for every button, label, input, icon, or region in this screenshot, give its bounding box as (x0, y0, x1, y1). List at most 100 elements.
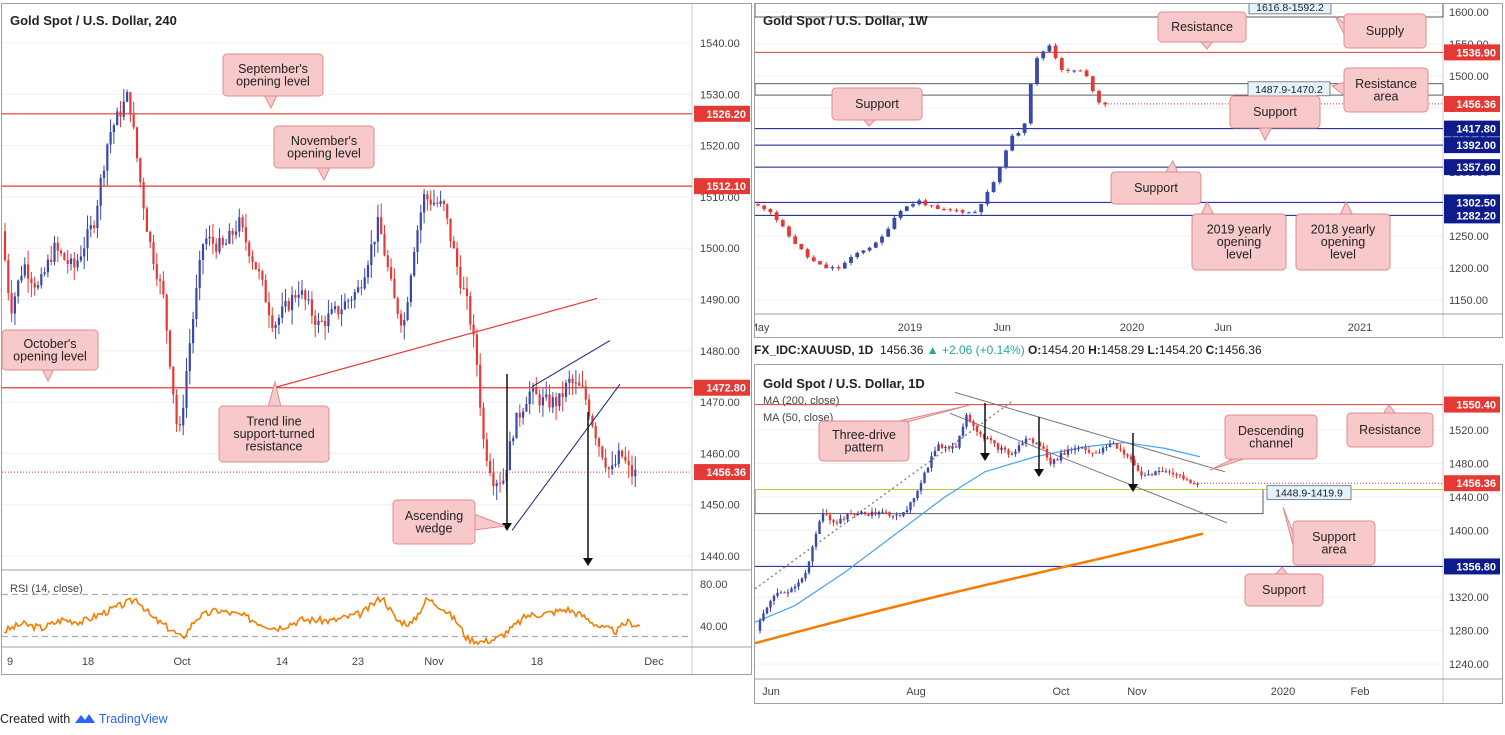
candle-body (892, 217, 897, 229)
candle-body (975, 426, 979, 432)
candle-body (846, 513, 849, 520)
candle-body (172, 366, 175, 395)
candle-body (564, 382, 568, 397)
candle-body (294, 295, 297, 298)
candle-body (50, 259, 53, 262)
candle-body (617, 450, 620, 465)
candle-body (159, 279, 162, 281)
candle-body (1168, 471, 1171, 473)
candle-body (383, 234, 386, 256)
candle-body (314, 315, 317, 326)
candle-body (531, 387, 535, 392)
callout-september-pointer (263, 94, 278, 110)
candle-body (145, 208, 148, 232)
candle-body (13, 296, 16, 314)
candle-body (168, 330, 172, 367)
daily-info-bar: FX_IDC:XAUUSD, 1D 1456.36 ▲ +2.06 (+0.14… (754, 343, 1262, 357)
candle-body (1115, 443, 1119, 449)
candle-body (1175, 474, 1178, 476)
price-label-bg (1444, 137, 1500, 154)
candle-body (518, 412, 521, 418)
candle-body (923, 200, 928, 206)
candle-body (923, 472, 926, 483)
candle-body (541, 397, 544, 406)
candle-body (1189, 479, 1192, 484)
zone-label: 1448.9-1419.9 (1275, 488, 1343, 500)
candle-body (327, 313, 330, 327)
candle-body (1098, 452, 1101, 454)
candle-body (911, 204, 915, 207)
open-value: 1454.20 (1041, 343, 1085, 357)
candle-body (452, 240, 455, 249)
close-label: C: (1205, 343, 1219, 357)
candle-body (904, 206, 909, 211)
candle-body (132, 114, 135, 128)
candle-body (960, 210, 965, 213)
candle-body (43, 272, 46, 275)
candle-body (1140, 471, 1143, 476)
callout-descending-channel-text: Descending (1238, 424, 1304, 438)
candle-body (446, 204, 449, 219)
candle-body (60, 250, 63, 254)
candle-body (429, 199, 432, 205)
y-tick-label: 1500.00 (1449, 71, 1489, 83)
candle-body (393, 278, 396, 299)
candle-body (849, 513, 853, 515)
candle-body (56, 242, 59, 251)
candle-body (264, 279, 267, 303)
price-label-bg (694, 379, 750, 396)
candle-body (291, 295, 294, 311)
callout-three-drive-box (818, 420, 910, 462)
callout-support-1-text: Support (855, 97, 899, 111)
candle-body (1112, 443, 1115, 445)
callout-three-drive-text: Three-drive (832, 428, 896, 442)
callout-support-area-text: area (1321, 542, 1346, 556)
candle-body (258, 269, 261, 272)
candle-body (188, 343, 191, 372)
candle-body (195, 288, 198, 320)
x-tick-label: 23 (352, 656, 364, 668)
candle-body (772, 595, 776, 601)
candle-body (271, 315, 274, 329)
candle-body (462, 287, 465, 289)
candle-body (508, 441, 511, 471)
candle-body (1004, 150, 1008, 168)
candle-body (333, 306, 337, 310)
tradingview-brand[interactable]: TradingView (98, 712, 168, 726)
candle-body (244, 227, 247, 243)
y-tick-label: 1200.00 (1449, 263, 1489, 275)
candle-body (449, 218, 452, 241)
price-label-bg (1444, 558, 1500, 575)
candle-body (109, 132, 112, 145)
candle-body (1078, 70, 1083, 72)
candle-body (165, 294, 168, 331)
support-area-zone (755, 489, 1264, 515)
candle-body (347, 300, 350, 302)
candle-body (46, 259, 49, 273)
candle-body (842, 518, 846, 520)
candle-body (310, 299, 313, 316)
candle-body (968, 415, 972, 422)
candle-body (535, 387, 538, 395)
candle-body (238, 217, 241, 232)
candle-body (360, 287, 363, 289)
weekly-chart-panel[interactable]: 1600.001550.001500.001450.001400.001350.… (754, 3, 1503, 338)
candle-body (522, 411, 525, 418)
candle-body (495, 483, 498, 487)
callout-2019-yearly-text: level (1226, 248, 1252, 262)
zone-label: 1487.9-1470.2 (1255, 84, 1323, 96)
candle-body (357, 287, 360, 293)
candle-body (512, 438, 515, 442)
y-tick-label: 1480.00 (1449, 458, 1489, 470)
candle-body (1182, 475, 1185, 480)
weekly-chart-svg: 1600.001550.001500.001450.001400.001350.… (755, 4, 1502, 337)
x-tick-label: May (755, 322, 770, 334)
candle-body (63, 253, 66, 260)
chart-title: Gold Spot / U.S. Dollar, 1W (763, 13, 928, 28)
candle-body (386, 255, 389, 268)
price-label: 1456.36 (1456, 99, 1496, 111)
y-tick-label: 1280.00 (1449, 626, 1489, 638)
callout-trendline-box (218, 405, 330, 463)
daily-chart-panel[interactable]: 1520.001480.001440.001400.001360.001320.… (754, 364, 1503, 704)
h4-chart-panel[interactable]: 1540.00 1530.00 1520.00 1510.00 1500.00 1490.… (1, 3, 752, 675)
